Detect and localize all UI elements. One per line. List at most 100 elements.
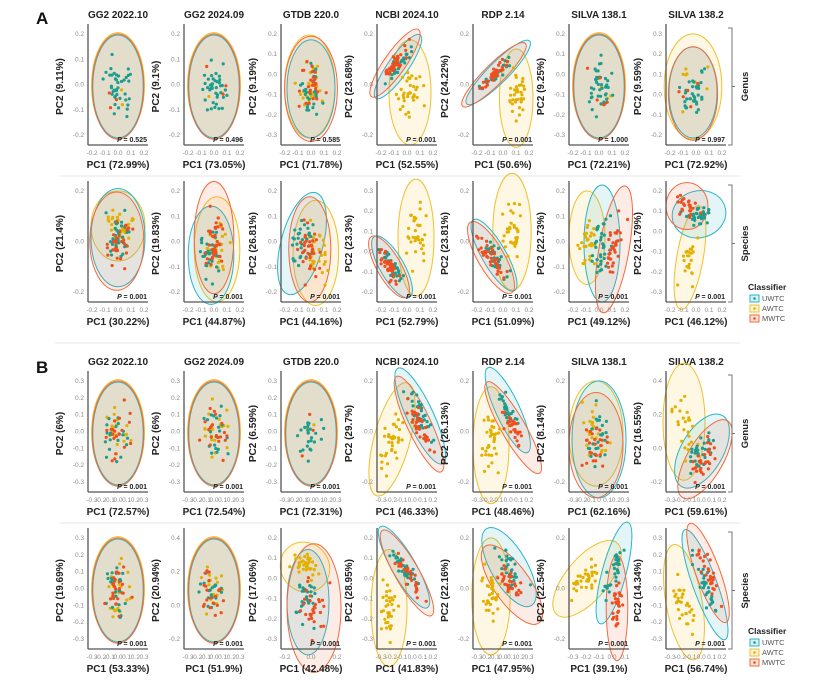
data-point-uwtc [207,261,211,265]
y-tick-label: 0.2 [75,395,84,402]
data-point-awtc [608,441,612,445]
data-point-awtc [418,207,422,211]
data-point-mwtc [311,251,315,255]
data-point-uwtc [217,81,221,85]
data-point-mwtc [507,574,511,579]
y-axis-title: PC2 (9.25%) [536,58,547,115]
data-point-mwtc [693,201,697,205]
data-point-mwtc [616,597,620,601]
p-value-text: = 0.001 [123,484,147,491]
data-point-uwtc [605,570,609,574]
data-point-mwtc [501,68,505,72]
data-point-awtc [515,87,519,91]
data-point-mwtc [696,454,701,458]
data-point-awtc [385,462,390,466]
data-point-mwtc [606,265,611,269]
data-point-uwtc [205,264,209,268]
x-tick-label: 0.1 [418,654,427,661]
y-tick-label: 0.2 [556,31,565,38]
data-point-uwtc [700,97,704,101]
data-point-mwtc [414,586,419,590]
data-point-mwtc [303,597,307,601]
y-tick-label: -0.2 [554,112,566,119]
x-tick-label: 0.1 [222,150,231,157]
data-point-uwtc [695,102,699,106]
data-point-awtc [491,619,495,623]
data-point-uwtc [385,253,389,257]
data-point-awtc [422,251,426,255]
data-point-mwtc [516,430,520,434]
data-point-mwtc [510,587,514,591]
y-tick-label: 0.1 [653,71,662,78]
y-tick-label: -0.1 [651,602,663,609]
data-point-awtc [210,455,214,459]
data-point-mwtc [328,581,332,585]
data-point-awtc [483,469,487,473]
data-point-awtc [296,566,300,570]
data-point-uwtc [596,94,600,98]
data-point-uwtc [206,596,210,600]
data-point-awtc [501,239,505,243]
data-point-uwtc [617,562,621,567]
data-point-awtc [120,103,124,107]
p-symbol: P [406,484,412,491]
data-point-uwtc [410,392,414,396]
data-point-mwtc [105,428,109,432]
p-value: P = 0.001 [502,294,532,301]
p-value: P = 0.001 [695,294,725,301]
data-point-uwtc [110,92,114,96]
data-point-awtc [379,627,384,631]
panel-title: SILVA 138.2 [668,357,724,368]
data-point-awtc [303,554,307,559]
data-point-awtc [109,228,113,232]
data-point-mwtc [203,571,207,575]
data-point-mwtc [117,614,121,618]
data-point-awtc [225,408,229,412]
data-point-uwtc [116,74,121,78]
data-point-uwtc [117,603,121,607]
panel-title: SILVA 138.1 [571,10,627,21]
data-point-awtc [679,398,683,402]
data-point-uwtc [210,82,214,86]
data-point-awtc [383,454,387,458]
data-point-awtc [590,410,594,414]
data-point-uwtc [596,82,600,86]
data-point-awtc [681,254,686,258]
data-point-mwtc [519,591,523,595]
data-point-uwtc [205,108,209,112]
data-point-awtc [207,412,211,416]
data-point-awtc [389,624,393,628]
data-point-uwtc [383,82,387,86]
data-point-uwtc [218,78,222,82]
y-axis-title: PC2 (16.55%) [633,402,644,465]
y-tick-label: -0.3 [73,636,85,643]
data-point-mwtc [207,570,211,574]
data-point-awtc [494,598,498,602]
data-point-awtc [412,93,416,97]
p-value: P = 0.001 [502,641,532,648]
data-point-uwtc [110,52,114,57]
data-point-mwtc [410,420,414,424]
x-tick-label: 0.3 [235,654,244,661]
data-point-uwtc [692,94,696,98]
x-tick-label: 0.1 [620,654,629,661]
data-point-uwtc [218,429,222,433]
data-point-mwtc [300,251,305,255]
y-axis-title: PC2 (20.94%) [151,559,162,622]
data-point-mwtc [378,250,382,255]
data-point-uwtc [319,418,323,422]
data-point-awtc [496,607,500,611]
p-value-text: = 0.585 [316,137,340,144]
data-point-uwtc [701,567,705,572]
data-point-awtc [689,258,693,262]
x-tick-label: 0.1 [511,150,520,157]
data-point-awtc [522,87,527,91]
x-tick-label: 0.0 [408,497,417,504]
data-point-uwtc [694,85,698,89]
data-point-awtc [584,231,588,235]
data-point-uwtc [429,440,434,444]
data-point-mwtc [513,584,518,588]
data-point-mwtc [308,594,312,598]
data-point-mwtc [214,221,218,225]
